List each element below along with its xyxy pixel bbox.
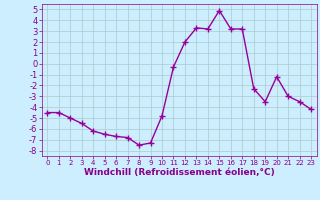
X-axis label: Windchill (Refroidissement éolien,°C): Windchill (Refroidissement éolien,°C) [84, 168, 275, 177]
